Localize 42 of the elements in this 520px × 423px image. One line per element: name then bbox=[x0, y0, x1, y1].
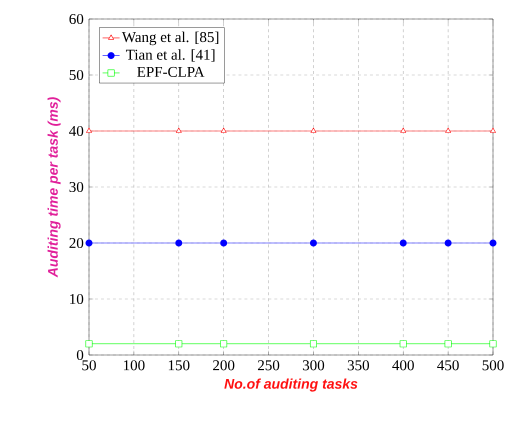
legend-label: EPF-CLPA bbox=[137, 66, 204, 77]
x-tick-label: 200 bbox=[213, 360, 234, 370]
point bbox=[86, 240, 92, 246]
point bbox=[220, 128, 227, 133]
y-tick-label: 60 bbox=[69, 14, 84, 24]
point bbox=[400, 340, 407, 348]
x-tick-label: 500 bbox=[482, 360, 504, 370]
y-tick-label: 10 bbox=[70, 294, 84, 304]
x-tick-label: 250 bbox=[258, 360, 280, 370]
point bbox=[490, 128, 496, 133]
legend-label: Wang et al. [85] bbox=[122, 32, 218, 46]
point bbox=[445, 128, 452, 133]
point bbox=[220, 240, 228, 246]
x-tick-label: 450 bbox=[437, 360, 459, 370]
y-tick-label: 20 bbox=[69, 238, 84, 248]
y-tick-label: 40 bbox=[69, 126, 84, 136]
y-tick-label: 0 bbox=[76, 350, 84, 360]
x-tick-label: 150 bbox=[168, 360, 190, 370]
x-tick-label: 300 bbox=[302, 360, 324, 370]
x-tick-label: 350 bbox=[348, 360, 370, 370]
point bbox=[310, 240, 317, 246]
point bbox=[176, 128, 182, 133]
point bbox=[86, 340, 92, 348]
point bbox=[400, 240, 407, 246]
x-tick-label: 100 bbox=[124, 360, 145, 370]
y-tick-label: 50 bbox=[70, 70, 84, 80]
y-tick-label: 30 bbox=[70, 182, 84, 192]
x-tick-label: 50 bbox=[82, 360, 96, 370]
point bbox=[175, 240, 182, 246]
point bbox=[444, 240, 452, 246]
point bbox=[490, 240, 496, 246]
point bbox=[310, 340, 317, 348]
point bbox=[220, 340, 228, 348]
point bbox=[310, 128, 316, 133]
point bbox=[490, 340, 496, 348]
point bbox=[175, 340, 182, 348]
point bbox=[400, 128, 406, 133]
x-axis-title: No.of auditing tasks bbox=[224, 378, 358, 392]
legend-label: Tian et al. [41] bbox=[126, 49, 214, 62]
y-axis-title: Auditing time per task (ms) bbox=[48, 97, 61, 278]
x-tick-label: 400 bbox=[392, 360, 414, 370]
point bbox=[444, 340, 452, 348]
